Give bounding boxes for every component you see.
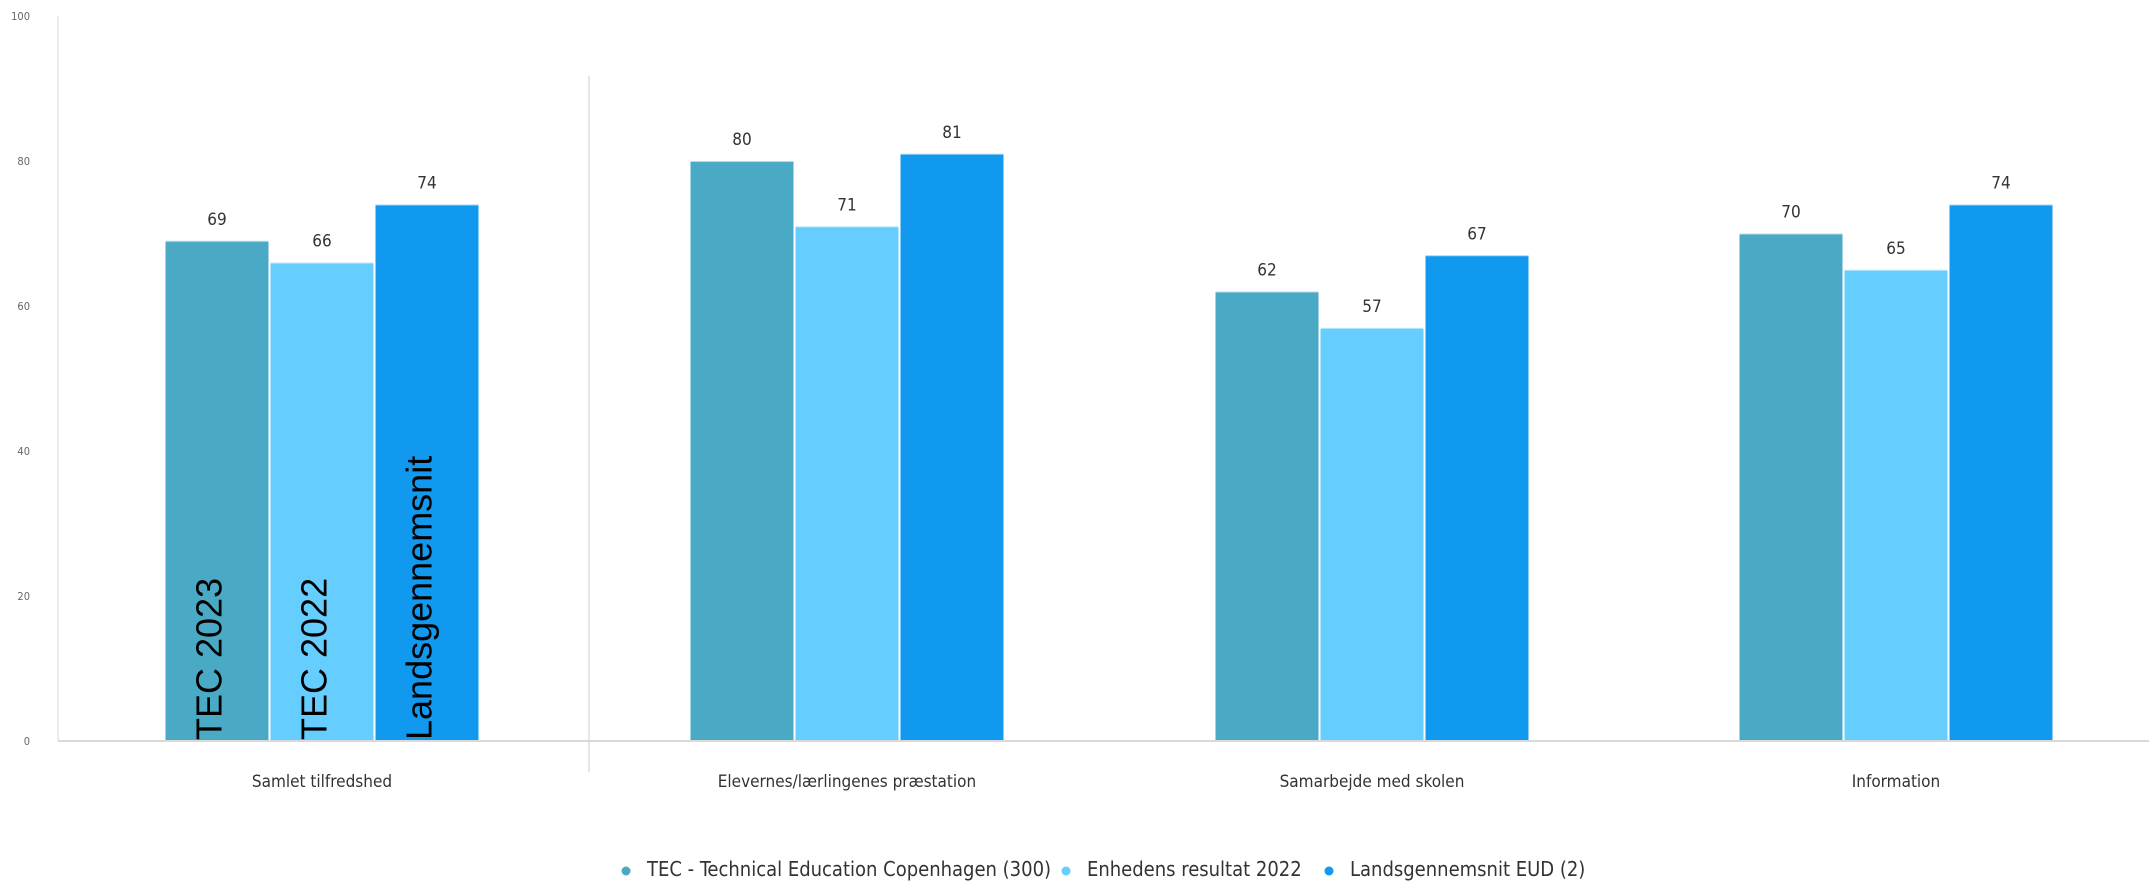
bar[interactable] <box>795 226 899 741</box>
y-tick-label: 0 <box>24 735 30 748</box>
legend-item[interactable]: Landsgennemsnit EUD (2) <box>1324 857 1586 881</box>
bar[interactable] <box>900 153 1004 741</box>
y-axis: 0 20 40 60 80 100 <box>11 10 59 748</box>
x-category-label: Samarbejde med skolen <box>1280 772 1465 792</box>
data-label: 66 <box>312 232 331 252</box>
bar-overlay-label: Landsgennemsnit <box>399 456 440 740</box>
data-label: 71 <box>837 195 856 215</box>
bars <box>165 152 2053 742</box>
legend-marker <box>1324 866 1334 876</box>
legend-marker <box>1061 866 1071 876</box>
x-category-label: Information <box>1852 772 1941 792</box>
data-label: 62 <box>1257 261 1276 281</box>
x-category-label: Samlet tilfredshed <box>252 772 392 792</box>
legend-marker <box>621 866 631 876</box>
bar[interactable] <box>165 240 269 741</box>
bar[interactable] <box>1949 204 2053 742</box>
data-label: 70 <box>1781 203 1800 223</box>
bar[interactable] <box>1320 327 1424 741</box>
bar-overlay-label: TEC 2022 <box>294 578 335 740</box>
x-category-label: Elevernes/lærlingenes præstation <box>718 772 976 792</box>
bar-overlay-labels: TEC 2023 TEC 2022 Landsgennemsnit <box>189 456 440 740</box>
y-tick-label: 80 <box>17 155 30 168</box>
legend-label: Enhedens resultat 2022 <box>1087 857 1302 881</box>
bar[interactable] <box>1215 291 1319 742</box>
data-label: 67 <box>1467 224 1486 244</box>
bar-overlay-label: TEC 2023 <box>189 578 230 740</box>
data-label: 65 <box>1886 239 1905 259</box>
y-tick-label: 20 <box>17 590 30 603</box>
y-tick-label: 60 <box>17 300 30 313</box>
legend[interactable]: TEC - Technical Education Copenhagen (30… <box>621 857 1586 881</box>
x-axis: Samlet tilfredshed Elevernes/lærlingenes … <box>58 76 2149 792</box>
data-label: 80 <box>732 130 751 150</box>
legend-label: Landsgennemsnit EUD (2) <box>1350 857 1585 881</box>
bar[interactable] <box>1425 255 1529 741</box>
bar[interactable] <box>1739 233 1843 742</box>
y-tick-label: 100 <box>11 10 30 23</box>
y-tick-label: 40 <box>17 445 30 458</box>
data-label: 81 <box>942 123 961 143</box>
legend-item[interactable]: TEC - Technical Education Copenhagen (30… <box>621 857 1052 881</box>
legend-item[interactable]: Enhedens resultat 2022 <box>1061 857 1302 881</box>
data-label: 57 <box>1362 297 1381 317</box>
data-label: 74 <box>417 174 436 194</box>
bar[interactable] <box>270 262 374 742</box>
bar[interactable] <box>1844 269 1948 741</box>
bar[interactable] <box>690 161 794 741</box>
legend-label: TEC - Technical Education Copenhagen (30… <box>646 857 1051 881</box>
data-labels: 69 80 62 70 66 71 57 65 74 81 67 74 <box>207 123 2010 317</box>
data-label: 69 <box>207 210 226 230</box>
bar[interactable] <box>375 204 479 742</box>
data-label: 74 <box>1991 174 2010 194</box>
